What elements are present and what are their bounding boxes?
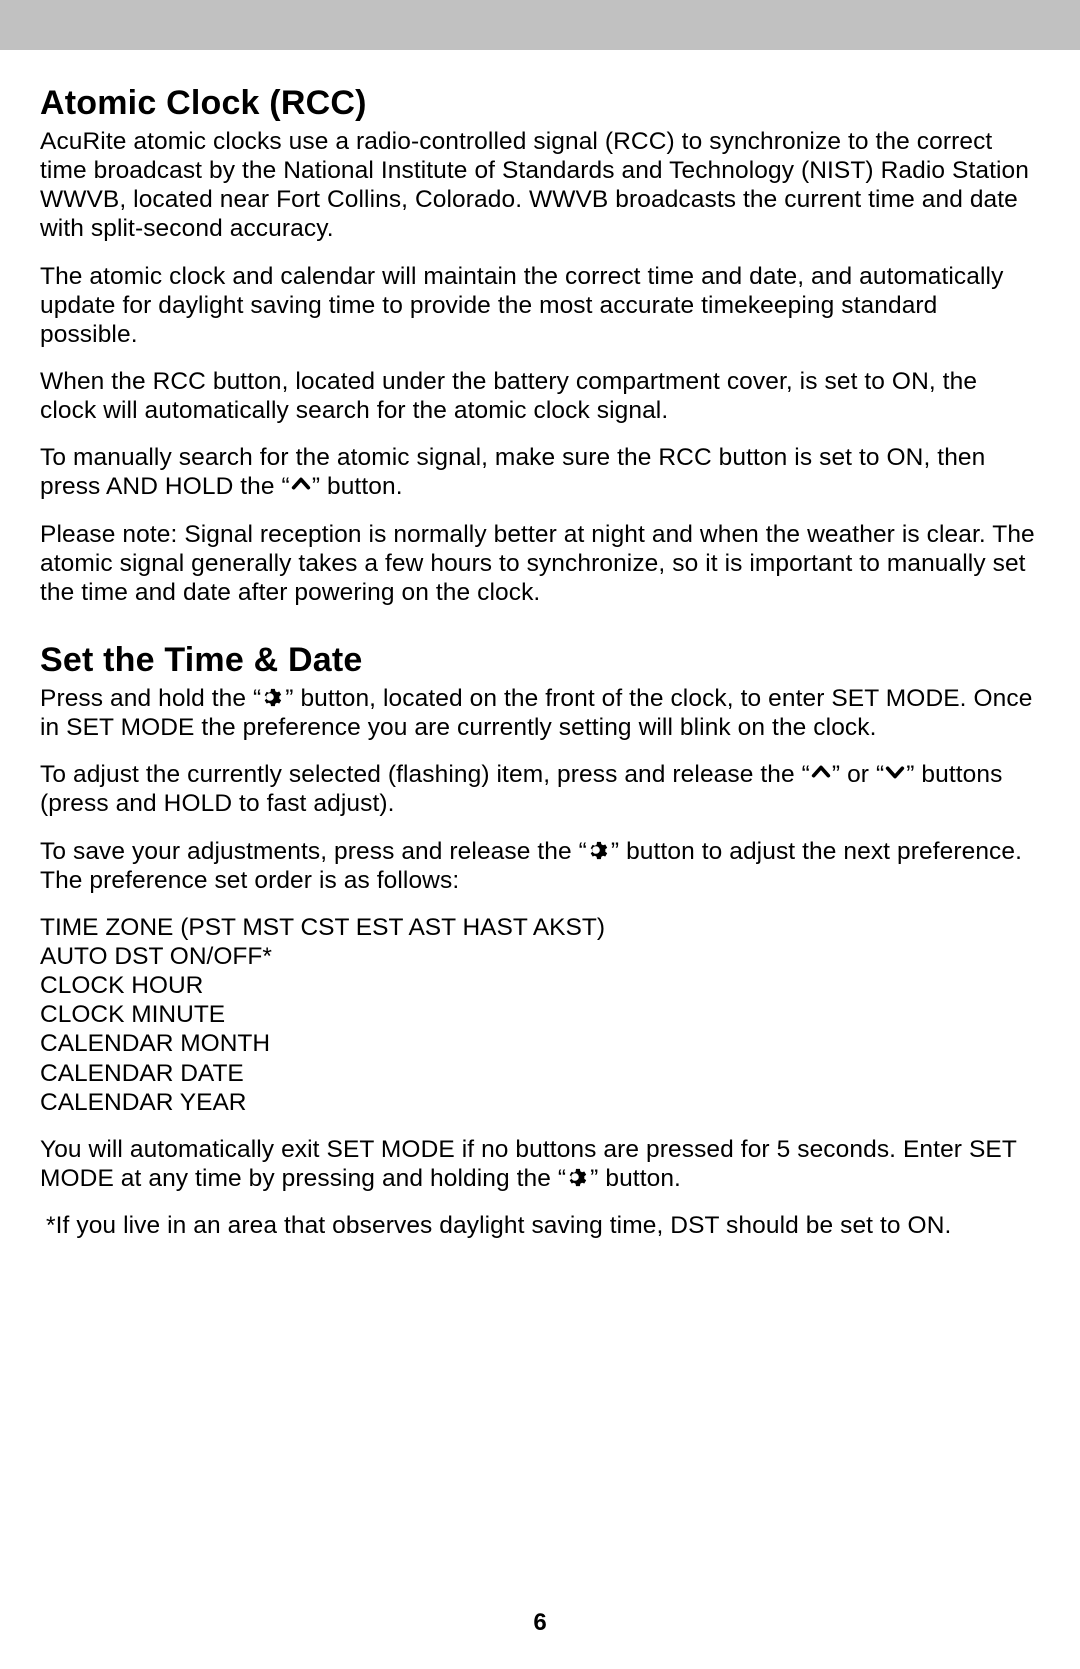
text-fragment: ” or “ [832,761,884,788]
list-item: TIME ZONE (PST MST CST EST AST HAST AKST… [40,913,1040,942]
body-paragraph: To adjust the currently selected (flashi… [40,760,1040,818]
list-item: AUTO DST ON/OFF* [40,942,1040,971]
body-paragraph: AcuRite atomic clocks use a radio-contro… [40,127,1040,244]
text-fragment: To adjust the currently selected (flashi… [40,761,810,788]
text-fragment: To manually search for the atomic signal… [40,444,985,500]
list-item: CALENDAR YEAR [40,1088,1040,1117]
text-fragment: ” button. [590,1165,681,1192]
chevron-up-icon [290,473,312,495]
text-fragment: Press and hold the “ [40,685,261,712]
gear-icon [587,838,611,862]
list-item: CALENDAR DATE [40,1059,1040,1088]
list-item: CALENDAR MONTH [40,1029,1040,1058]
body-paragraph: Press and hold the “” button, located on… [40,684,1040,742]
list-item: CLOCK HOUR [40,971,1040,1000]
text-fragment: ” button. [312,473,403,500]
list-item: CLOCK MINUTE [40,1000,1040,1029]
text-fragment: You will automatically exit SET MODE if … [40,1136,1016,1192]
text-fragment: To save your adjustments, press and rele… [40,838,587,865]
body-paragraph: You will automatically exit SET MODE if … [40,1135,1040,1193]
gear-icon [261,685,285,709]
body-paragraph: To save your adjustments, press and rele… [40,837,1040,895]
top-bar [0,0,1080,50]
page-content: Atomic Clock (RCC) AcuRite atomic clocks… [0,50,1080,1240]
page-number: 6 [0,1609,1080,1637]
preference-order-list: TIME ZONE (PST MST CST EST AST HAST AKST… [40,913,1040,1117]
body-paragraph: The atomic clock and calendar will maint… [40,262,1040,349]
chevron-down-icon [884,761,906,783]
heading-set-time-date: Set the Time & Date [40,641,1040,680]
body-paragraph: Please note: Signal reception is normall… [40,520,1040,607]
gear-icon [566,1165,590,1189]
chevron-up-icon [810,761,832,783]
body-paragraph: To manually search for the atomic signal… [40,443,1040,501]
footnote: *If you live in an area that observes da… [40,1211,1040,1240]
body-paragraph: When the RCC button, located under the b… [40,367,1040,425]
heading-atomic-clock: Atomic Clock (RCC) [40,84,1040,123]
